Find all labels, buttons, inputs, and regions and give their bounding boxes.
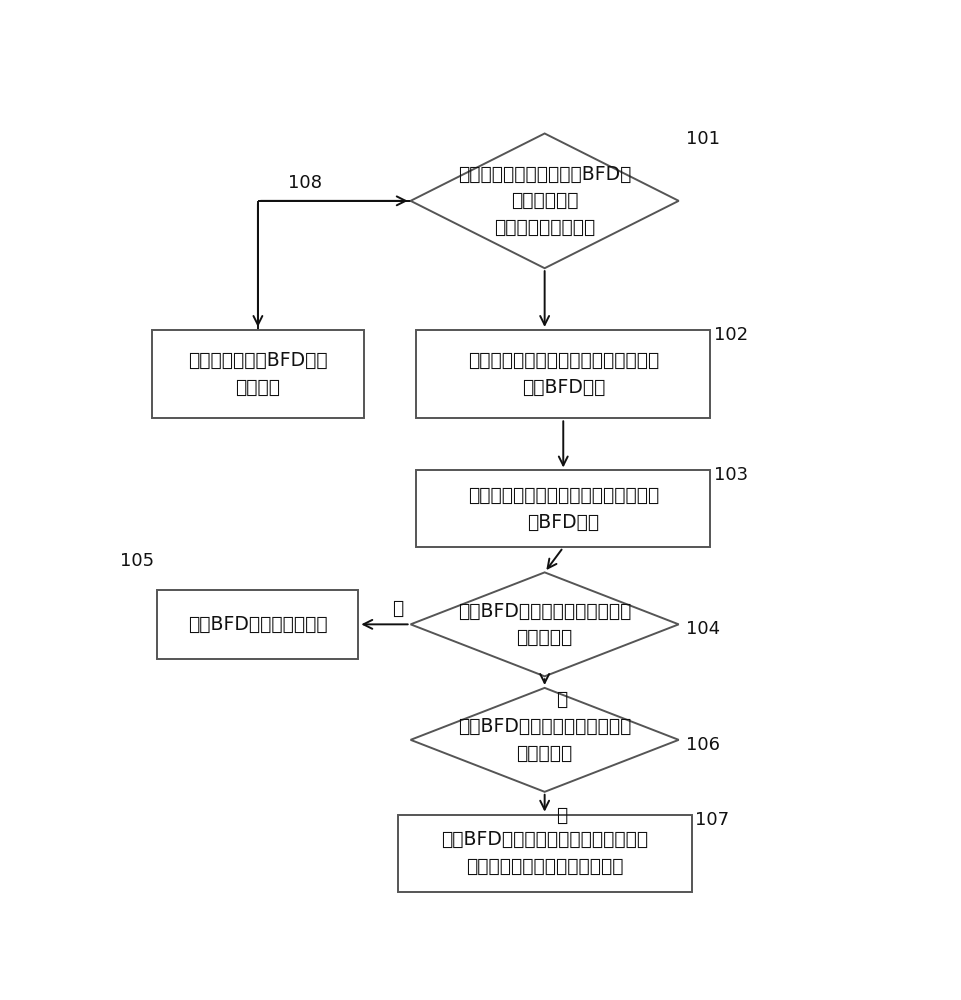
Text: 否: 否 [555, 690, 567, 709]
FancyBboxPatch shape [416, 470, 710, 547]
Text: 第一网络设备每次向第二网络设备发送
两份BFD报文: 第一网络设备每次向第二网络设备发送 两份BFD报文 [468, 351, 659, 397]
Polygon shape [410, 688, 678, 792]
FancyBboxPatch shape [416, 330, 710, 418]
Text: 刷新BFD超时检测定时器: 刷新BFD超时检测定时器 [188, 615, 328, 634]
Text: 104: 104 [686, 620, 721, 639]
Text: 106: 106 [686, 736, 720, 754]
Text: 是: 是 [392, 599, 404, 618]
Text: 第一网络设备判断当前的BFD报
文的认证状态
是否处于认证中间态: 第一网络设备判断当前的BFD报 文的认证状态 是否处于认证中间态 [458, 165, 631, 237]
Text: 采用现有流程对BFD报文
进行认证: 采用现有流程对BFD报文 进行认证 [188, 351, 328, 397]
Text: 101: 101 [686, 130, 720, 148]
Polygon shape [410, 133, 678, 268]
FancyBboxPatch shape [152, 330, 364, 418]
Polygon shape [410, 572, 678, 676]
Text: 判断BFD报文是否通过第二认证
模式的检测: 判断BFD报文是否通过第二认证 模式的检测 [458, 717, 631, 763]
Text: 103: 103 [714, 466, 749, 485]
Text: 是: 是 [555, 806, 567, 825]
Text: 108: 108 [287, 174, 322, 192]
FancyBboxPatch shape [398, 815, 692, 892]
FancyBboxPatch shape [158, 590, 358, 659]
Text: 第一网络设备接收到第二网络设备发送
的BFD报文: 第一网络设备接收到第二网络设备发送 的BFD报文 [468, 486, 659, 532]
Text: 102: 102 [714, 326, 749, 344]
Text: 判断BFD报文是否通过第一认证
模式的通过: 判断BFD报文是否通过第一认证 模式的通过 [458, 602, 631, 647]
Text: 105: 105 [119, 552, 154, 570]
Text: 刷新BFD超时检测定时器，使第二认证
模式生效，并退出认证中间状态: 刷新BFD超时检测定时器，使第二认证 模式生效，并退出认证中间状态 [441, 830, 649, 876]
Text: 107: 107 [696, 811, 729, 829]
